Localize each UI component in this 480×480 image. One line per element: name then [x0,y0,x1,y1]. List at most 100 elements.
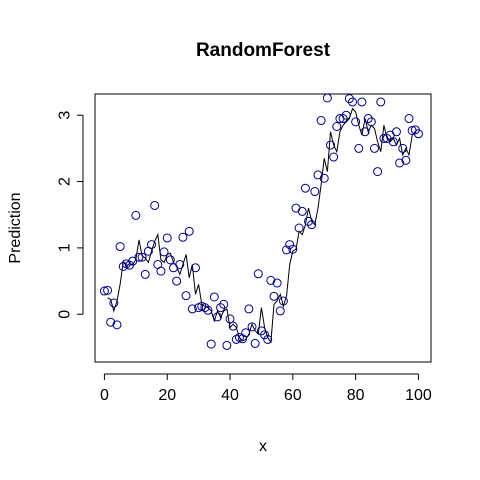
data-point [388,137,398,147]
data-point [354,143,364,153]
data-point [165,255,175,265]
y-tick-label: 3 [57,111,74,120]
data-point [181,291,191,301]
data-point [159,247,169,257]
data-point [241,328,251,338]
data-point [404,114,414,124]
data-point [269,291,279,301]
data-point [272,278,282,288]
data-point [363,114,373,124]
y-axis: 0 1 2 3 [57,111,84,319]
data-point [128,256,138,266]
data-point [228,321,238,331]
data-point [275,306,285,316]
x-tick-label: 80 [347,387,365,404]
data-point [316,116,326,126]
data-point [351,117,361,127]
x-tick-label: 60 [284,387,302,404]
y-tick-label: 2 [57,177,74,186]
data-point [401,155,411,165]
data-point [109,298,119,308]
data-point [147,240,157,250]
data-point [347,97,357,107]
data-point [175,259,185,269]
data-point [376,97,386,107]
series-points [99,93,423,350]
data-point [322,93,332,103]
data-point [360,127,370,137]
data-point [103,285,113,295]
data-point [150,200,160,210]
data-point [357,97,367,107]
data-point [278,296,288,306]
data-point [253,269,263,279]
data-point [209,292,219,302]
data-point [244,304,254,314]
data-point [247,322,257,332]
data-point [282,245,292,255]
data-point [212,312,222,322]
chart-title: RandomForest [196,40,331,61]
data-point [206,339,216,349]
data-point [341,110,351,120]
data-point [285,240,295,250]
data-point [297,206,307,216]
data-point [187,304,197,314]
data-point [118,261,128,271]
data-point [131,210,141,220]
y-tick-label: 0 [57,310,74,319]
y-axis-label: Prediction [7,192,24,263]
data-point [112,320,122,330]
data-point [140,269,150,279]
data-point [172,276,182,286]
data-point [391,127,401,137]
data-point [156,266,166,276]
data-point [398,143,408,153]
data-point [300,183,310,193]
data-point [263,334,273,344]
data-point [222,340,232,350]
data-point [219,299,229,309]
prediction-line [107,107,416,344]
data-point [190,263,200,273]
data-point [310,187,320,197]
data-point [203,305,213,315]
data-point [137,252,147,262]
data-point [184,226,194,236]
data-point [115,242,125,252]
data-point [266,275,276,285]
data-point [304,216,314,226]
data-point [106,317,116,327]
data-point [250,338,260,348]
series-line [107,107,416,344]
x-tick-label: 40 [221,387,239,404]
data-point [162,233,172,243]
data-point [338,114,348,124]
data-point [319,173,329,183]
data-point [413,129,423,139]
data-point [99,286,109,296]
data-point [369,143,379,153]
data-point [178,232,188,242]
data-point [326,140,336,150]
x-tick-label: 100 [405,387,432,404]
data-point [307,220,317,230]
x-tick-label: 0 [100,387,109,404]
x-axis: 0 20 40 60 80 100 [100,373,432,404]
data-point [288,244,298,254]
data-point [332,122,342,132]
data-point [134,252,144,262]
data-point [395,158,405,168]
y-tick-label: 1 [57,243,74,252]
data-point [366,117,376,127]
data-point [225,314,235,324]
plot-frame [94,93,432,363]
data-point [216,303,226,313]
data-point [294,223,304,233]
x-axis-label: x [259,438,267,455]
data-point [200,303,210,313]
data-point [329,152,339,162]
x-tick-label: 20 [158,387,176,404]
data-point [344,94,354,104]
